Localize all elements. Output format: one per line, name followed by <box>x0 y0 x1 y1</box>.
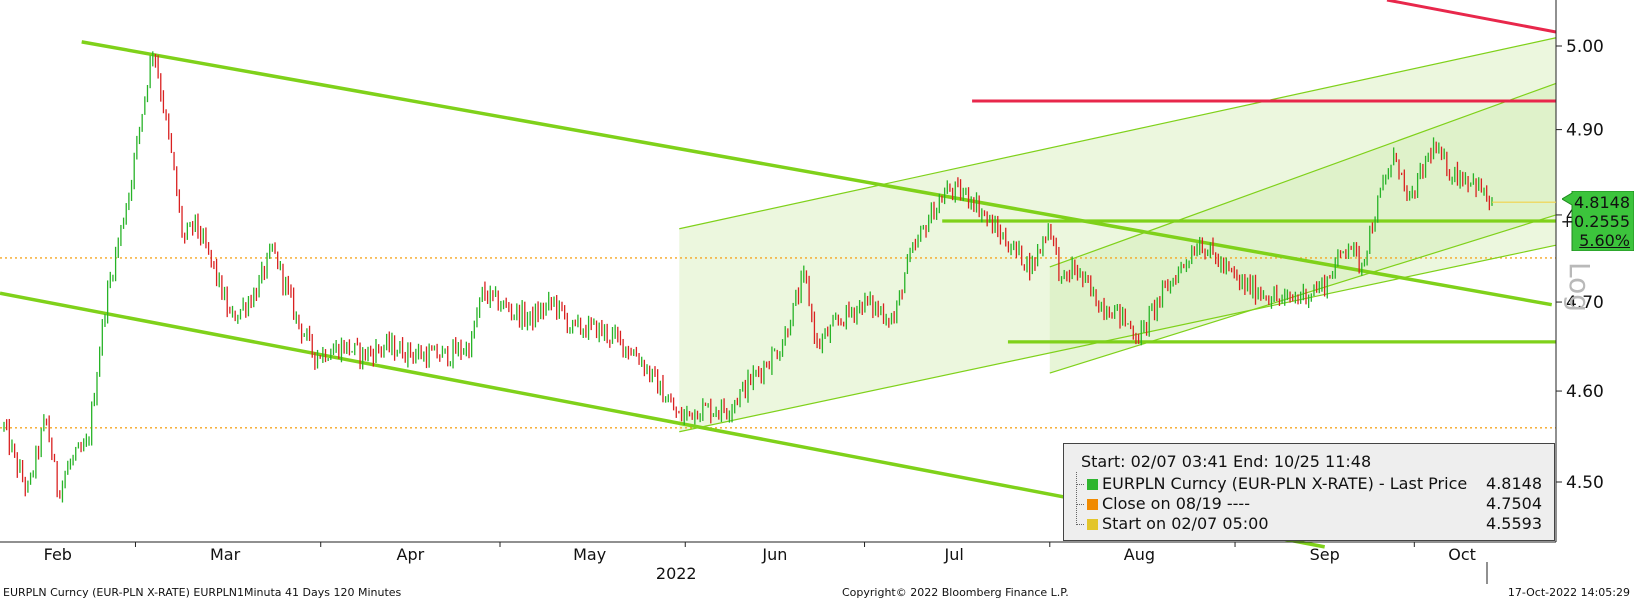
x-tick-label: Jul <box>944 545 964 564</box>
last-price-change: +0.2555 <box>1560 212 1630 231</box>
resistance-line-upper <box>1386 0 1557 34</box>
y-tick-label: 4.70 <box>1566 293 1604 313</box>
x-tick-label: Sep <box>1310 545 1340 564</box>
y-tick-label: 4.60 <box>1566 382 1604 402</box>
legend-value-start: 4.5593 <box>1486 514 1542 533</box>
channel-line-1 <box>679 37 1557 230</box>
legend-label-last-price: EURPLN Curncy (EUR-PLN X-RATE) - Last Pr… <box>1102 474 1468 493</box>
y-tick-label: 5.00 <box>1566 37 1604 57</box>
legend-label-close: Close on 08/19 ---- <box>1102 494 1250 513</box>
legend-swatch-close <box>1087 499 1098 510</box>
channel-line-3 <box>1049 82 1557 268</box>
legend-swatch-start <box>1087 519 1098 530</box>
channel-line-2 <box>679 244 1557 433</box>
x-tick-label: Apr <box>397 545 425 564</box>
x-tick-label: Oct <box>1448 545 1476 564</box>
legend-value-last-price: 4.8148 <box>1486 474 1542 493</box>
footer-copyright: Copyright© 2022 Bloomberg Finance L.P. <box>842 586 1069 599</box>
x-tick-label: Feb <box>44 545 72 564</box>
footer-security: EURPLN Curncy (EUR-PLN X-RATE) EURPLN1Mi… <box>3 586 402 599</box>
legend-swatch-last-price <box>1087 479 1098 490</box>
axes: 4.504.604.704.804.905.00FebMarAprMayJunJ… <box>0 0 1604 584</box>
log-scale-watermark: Log <box>1563 262 1596 313</box>
last-price-value: 4.8148 <box>1574 193 1630 212</box>
x-tick-label: Mar <box>210 545 241 564</box>
x-tick-label: Jun <box>761 545 787 564</box>
legend-row-start[interactable]: Start on 02/07 05:00 4.5593 <box>1076 504 1546 534</box>
legend-value-close: 4.7504 <box>1486 494 1542 513</box>
candles <box>3 51 1493 503</box>
channel-fills <box>679 37 1556 432</box>
footer-timestamp: 17-Oct-2022 14:05:29 <box>1507 586 1630 599</box>
x-year-label: 2022 <box>656 564 697 583</box>
x-tick-label: May <box>573 545 606 564</box>
y-tick-label: 4.90 <box>1566 121 1604 141</box>
x-tick-label: Aug <box>1124 545 1155 564</box>
legend-header: Start: 02/07 03:41 End: 10/25 11:48 <box>1081 452 1372 471</box>
legend-row-last-price[interactable]: EURPLN Curncy (EUR-PLN X-RATE) - Last Pr… <box>1076 472 1546 494</box>
y-tick-label: 4.50 <box>1566 473 1604 493</box>
channel-fill-major <box>679 37 1556 432</box>
legend-label-start: Start on 02/07 05:00 <box>1102 514 1269 533</box>
legend-box[interactable]: Start: 02/07 03:41 End: 10/25 11:48 EURP… <box>1063 443 1555 541</box>
last-price-pct: 5.60% <box>1579 231 1630 250</box>
trend-line-upper <box>81 40 1553 307</box>
legend-row-close[interactable]: Close on 08/19 ---- 4.7504 <box>1076 484 1546 514</box>
last-price-tag: 4.8148 +0.2555 5.60% <box>1560 191 1634 251</box>
channel-fill-minor <box>1049 83 1556 374</box>
